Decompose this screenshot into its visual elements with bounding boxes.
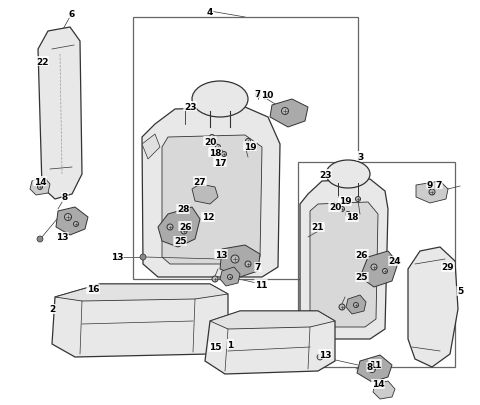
Text: 7: 7 bbox=[255, 89, 261, 98]
Polygon shape bbox=[310, 202, 378, 327]
Circle shape bbox=[209, 135, 215, 140]
Polygon shape bbox=[158, 207, 200, 247]
Text: 13: 13 bbox=[319, 350, 331, 358]
Text: 11: 11 bbox=[369, 360, 381, 369]
Text: 16: 16 bbox=[87, 285, 99, 294]
Polygon shape bbox=[52, 284, 228, 357]
Text: 2: 2 bbox=[49, 305, 55, 314]
Polygon shape bbox=[210, 311, 335, 329]
Text: 26: 26 bbox=[179, 222, 191, 231]
Circle shape bbox=[231, 256, 239, 263]
Polygon shape bbox=[142, 135, 160, 160]
Text: 26: 26 bbox=[356, 250, 368, 259]
Text: 10: 10 bbox=[261, 90, 273, 99]
Polygon shape bbox=[55, 284, 228, 301]
Text: 13: 13 bbox=[111, 253, 123, 262]
Text: 8: 8 bbox=[62, 193, 68, 202]
Bar bbox=[298, 162, 455, 367]
Text: 18: 18 bbox=[209, 148, 221, 157]
Polygon shape bbox=[142, 108, 280, 277]
Circle shape bbox=[245, 139, 251, 144]
Text: 15: 15 bbox=[209, 343, 221, 352]
Ellipse shape bbox=[192, 82, 248, 118]
Circle shape bbox=[281, 108, 288, 115]
Circle shape bbox=[333, 203, 337, 208]
Circle shape bbox=[37, 237, 43, 243]
Circle shape bbox=[429, 190, 435, 196]
Circle shape bbox=[339, 304, 345, 310]
Ellipse shape bbox=[326, 161, 370, 189]
Text: 23: 23 bbox=[319, 170, 331, 179]
Text: 1: 1 bbox=[227, 340, 233, 349]
Polygon shape bbox=[162, 136, 262, 264]
Polygon shape bbox=[408, 247, 458, 367]
Text: 29: 29 bbox=[442, 263, 454, 272]
Text: 7: 7 bbox=[255, 263, 261, 272]
Polygon shape bbox=[357, 355, 392, 382]
Text: 14: 14 bbox=[34, 177, 46, 186]
Circle shape bbox=[73, 222, 79, 227]
Polygon shape bbox=[373, 381, 395, 399]
Text: 19: 19 bbox=[339, 197, 351, 206]
Text: 3: 3 bbox=[357, 152, 363, 161]
Text: 14: 14 bbox=[372, 379, 384, 388]
Circle shape bbox=[228, 275, 232, 280]
Polygon shape bbox=[220, 267, 240, 286]
Text: 12: 12 bbox=[202, 213, 214, 222]
Text: 28: 28 bbox=[177, 205, 189, 214]
Circle shape bbox=[369, 366, 375, 373]
Text: 13: 13 bbox=[215, 250, 227, 259]
Circle shape bbox=[371, 264, 377, 270]
Text: 5: 5 bbox=[457, 287, 463, 296]
Text: 22: 22 bbox=[36, 58, 48, 66]
Text: 21: 21 bbox=[312, 223, 324, 232]
Polygon shape bbox=[192, 185, 218, 205]
Text: 24: 24 bbox=[389, 257, 401, 266]
Circle shape bbox=[37, 185, 43, 190]
Text: 13: 13 bbox=[56, 233, 68, 242]
Text: 17: 17 bbox=[214, 158, 226, 167]
Text: 4: 4 bbox=[207, 7, 213, 17]
Circle shape bbox=[167, 224, 173, 230]
Polygon shape bbox=[38, 28, 82, 200]
Text: 20: 20 bbox=[329, 203, 341, 212]
Polygon shape bbox=[56, 207, 88, 235]
Polygon shape bbox=[416, 181, 448, 203]
Polygon shape bbox=[220, 245, 260, 277]
Text: 25: 25 bbox=[356, 273, 368, 282]
Circle shape bbox=[346, 212, 350, 217]
Circle shape bbox=[383, 269, 387, 274]
Circle shape bbox=[353, 303, 359, 308]
Text: 11: 11 bbox=[255, 280, 267, 289]
Bar bbox=[133, 18, 358, 279]
Text: 27: 27 bbox=[194, 177, 206, 186]
Circle shape bbox=[356, 197, 360, 202]
Polygon shape bbox=[270, 100, 308, 128]
Text: 7: 7 bbox=[436, 180, 442, 189]
Text: 19: 19 bbox=[244, 142, 256, 151]
Text: 9: 9 bbox=[427, 180, 433, 189]
Circle shape bbox=[181, 228, 187, 234]
Polygon shape bbox=[360, 252, 398, 287]
Text: 20: 20 bbox=[204, 137, 216, 146]
Circle shape bbox=[317, 354, 323, 360]
Text: 6: 6 bbox=[69, 9, 75, 19]
Circle shape bbox=[221, 152, 227, 157]
Text: 23: 23 bbox=[184, 102, 196, 111]
Circle shape bbox=[64, 214, 72, 221]
Circle shape bbox=[255, 93, 261, 98]
Polygon shape bbox=[346, 295, 366, 314]
Polygon shape bbox=[205, 311, 335, 374]
Text: 8: 8 bbox=[367, 362, 373, 371]
Circle shape bbox=[212, 276, 218, 282]
Text: 18: 18 bbox=[346, 213, 358, 222]
Circle shape bbox=[339, 207, 345, 212]
Circle shape bbox=[245, 261, 251, 267]
Circle shape bbox=[140, 254, 146, 260]
Text: 25: 25 bbox=[174, 237, 186, 246]
Circle shape bbox=[216, 145, 220, 150]
Polygon shape bbox=[30, 177, 50, 196]
Polygon shape bbox=[300, 179, 388, 339]
